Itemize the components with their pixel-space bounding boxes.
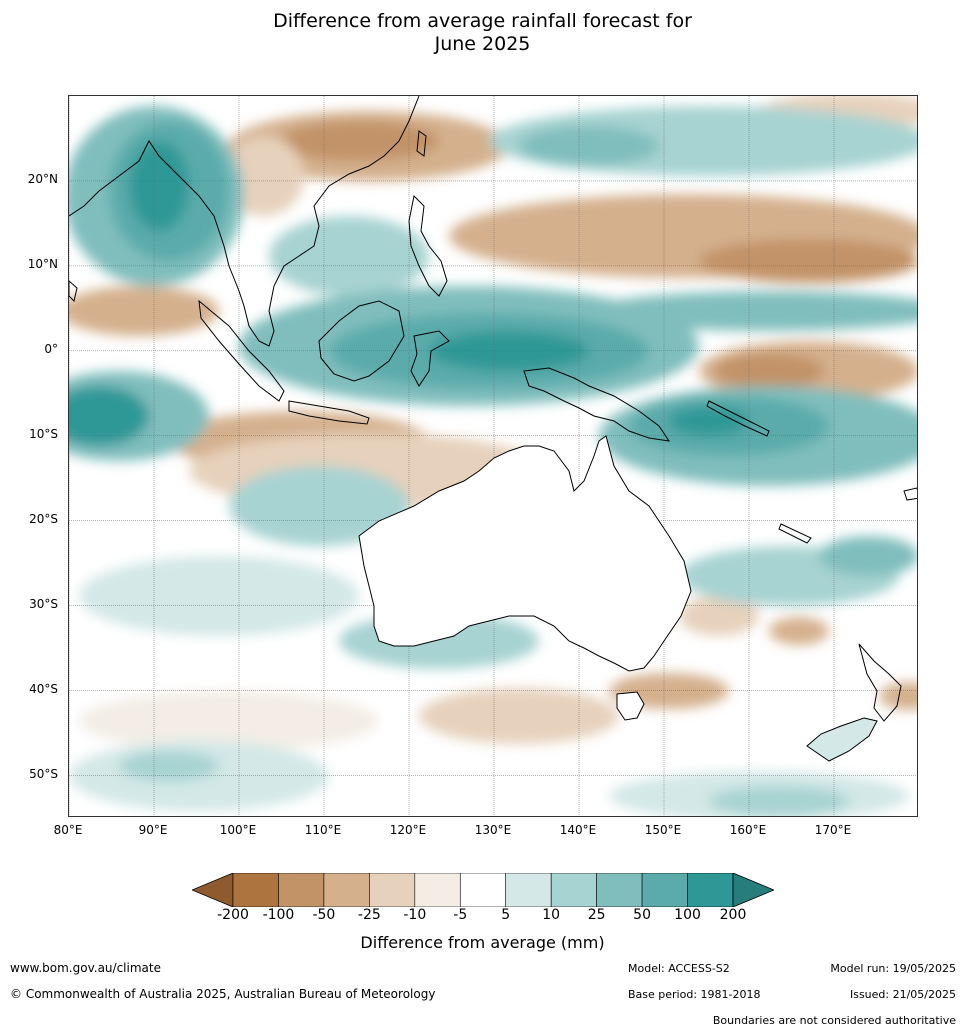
base-period-info: Base period: 1981-2018	[628, 988, 761, 1001]
colorbar-swatch	[278, 872, 325, 908]
colorbar-tick-label: 100	[674, 907, 701, 923]
longitude-label: 100°E	[219, 823, 257, 837]
colorbar	[190, 872, 776, 908]
java-landmass	[288, 400, 370, 425]
australia-landmass	[358, 435, 692, 672]
colorbar-tick-label: -50	[312, 907, 336, 923]
colorbar-swatch	[369, 872, 416, 908]
wet-region-east-indian-ocean-core	[69, 386, 149, 446]
wet-region-west-australia-sea	[229, 466, 409, 546]
longitude-label: 150°E	[644, 823, 682, 837]
dry-region-bay-of-bengal	[69, 286, 219, 336]
wet-region-coral-sea-peak	[669, 406, 749, 436]
fiji-islands	[903, 487, 917, 501]
borneo-landmass	[318, 300, 405, 382]
model-run-date: Model run: 19/05/2025	[830, 962, 956, 975]
longitude-label: 90°E	[138, 823, 168, 837]
colorbar-tick-label: 25	[587, 907, 606, 923]
latitude-label: 50°S	[29, 766, 58, 781]
rainfall-anomaly-map	[68, 95, 918, 817]
dry-region-east-of-nz	[879, 682, 917, 710]
latitude-label: 0°	[44, 341, 58, 356]
wet-region-south-indian-ocean	[79, 556, 359, 636]
longitude-label: 170°E	[814, 823, 852, 837]
dry-region-south-china-core	[279, 121, 439, 161]
colorbar-swatches	[190, 872, 776, 908]
longitude-label: 80°E	[53, 823, 83, 837]
anomaly-fields	[69, 96, 917, 816]
colorbar-tick-label: -200	[217, 907, 249, 923]
colorbar-swatch	[505, 872, 552, 908]
wet-region-southern-ocean-east-core	[709, 786, 849, 816]
sulawesi-landmass	[410, 330, 450, 387]
new-caledonia-landmass	[778, 523, 812, 544]
colorbar-tick-label: 200	[719, 907, 747, 923]
graticule	[69, 96, 917, 816]
mainland-asia-coast	[69, 96, 420, 347]
dry-region-tasman-east	[769, 617, 829, 645]
wet-region-southern-ocean-core	[119, 751, 219, 781]
website-link[interactable]: www.bom.gov.au/climate	[10, 961, 161, 975]
colorbar-extend-low	[190, 872, 234, 908]
colorbar-label: Difference from average (mm)	[360, 933, 605, 952]
issued-date: Issued: 21/05/2025	[849, 988, 956, 1001]
latitude-label: 10°N	[27, 256, 58, 271]
colorbar-swatch	[641, 872, 688, 908]
colorbar-swatch	[414, 872, 461, 908]
wet-region-myanmar-peak	[129, 141, 189, 231]
tasmania-landmass	[616, 691, 645, 721]
latitude-label: 20°S	[29, 511, 58, 526]
colorbar-swatch	[323, 872, 370, 908]
dry-region-equatorial-pacific-core	[714, 353, 824, 389]
longitude-label: 130°E	[474, 823, 512, 837]
latitude-label: 10°S	[29, 426, 58, 441]
colorbar-swatch	[459, 872, 507, 908]
colorbar-tick-label: -25	[357, 907, 381, 923]
model-info: Model: ACCESS-S2	[628, 962, 730, 975]
colorbar-tick-label: 50	[633, 907, 651, 923]
wet-region-south-china-sea	[269, 216, 429, 296]
map-canvas	[69, 96, 917, 816]
wet-region-tasman-core	[819, 536, 917, 576]
dry-region-north-pacific-core	[699, 239, 917, 283]
colorbar-swatch	[232, 872, 279, 908]
latitude-label: 40°S	[29, 681, 58, 696]
new-zealand-north-island	[858, 643, 902, 722]
longitude-label: 120°E	[389, 823, 427, 837]
map-title: Difference from average rainfall forecas…	[0, 10, 965, 56]
sri-lanka-landmass	[69, 280, 78, 302]
taiwan-landmass	[416, 130, 427, 157]
longitude-label: 160°E	[729, 823, 767, 837]
colorbar-tick-label: -5	[453, 907, 468, 923]
dry-region-tasman	[679, 596, 759, 636]
colorbar-tick-label: -100	[262, 907, 295, 923]
colorbar-swatch	[596, 872, 643, 908]
new-zealand-south-island	[806, 717, 878, 762]
boundaries-disclaimer: Boundaries are not considered authoritat…	[712, 1014, 956, 1027]
latitude-label: 30°S	[29, 596, 58, 611]
new-guinea-landmass	[523, 367, 671, 442]
colorbar-tick-label: 5	[501, 907, 511, 923]
philippines-landmass	[408, 194, 448, 297]
latitude-label: 20°N	[27, 171, 58, 186]
landmasses	[69, 96, 917, 762]
colorbar-swatch	[550, 872, 597, 908]
longitude-label: 110°E	[304, 823, 342, 837]
sumatra-landmass	[198, 299, 285, 402]
colorbar-tick-label: 10	[542, 907, 561, 923]
dry-region-southern-band-mid	[419, 688, 619, 744]
wet-region-north-pacific-core	[519, 126, 659, 166]
longitude-label: 140°E	[559, 823, 597, 837]
solomon-islands	[706, 400, 770, 437]
colorbar-extend-high	[732, 872, 776, 908]
copyright-notice: © Commonwealth of Australia 2025, Austra…	[10, 987, 436, 1001]
wet-region-pacific-band	[589, 291, 917, 331]
colorbar-tick-label: -10	[403, 907, 427, 923]
colorbar-swatch	[687, 872, 734, 908]
title-line-1: Difference from average rainfall forecas…	[273, 10, 692, 32]
title-line-2: June 2025	[434, 33, 531, 55]
